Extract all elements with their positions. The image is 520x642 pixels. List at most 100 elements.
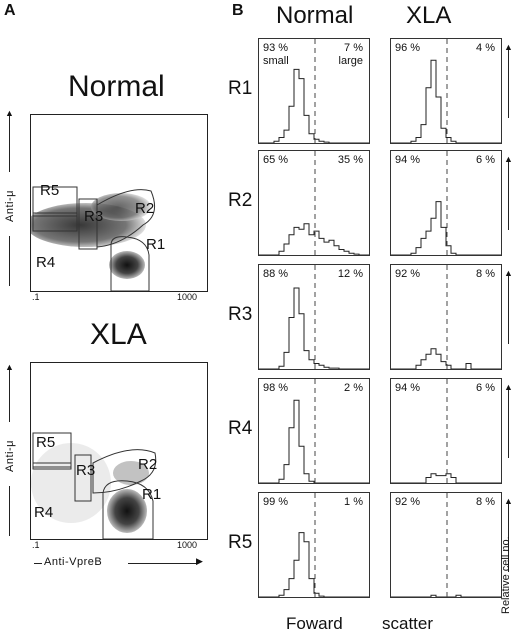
percent-left: 93 %	[263, 42, 289, 54]
histogram-line	[391, 348, 501, 369]
percent-left: 92 %	[395, 268, 421, 280]
xla-region-r1: R1	[142, 486, 162, 503]
y-axis-arrow-head: ▲	[504, 154, 513, 164]
histogram-line	[259, 287, 369, 369]
y-axis-arrow-head: ▲	[504, 382, 513, 392]
xla-x-arrow-tail	[34, 563, 42, 564]
histogram-line	[259, 532, 369, 597]
histogram-line	[259, 223, 369, 255]
percent-right: 4 %	[476, 42, 495, 54]
xla-dotplot	[30, 362, 208, 540]
col-title-xla: XLA	[406, 2, 452, 29]
xla-y-arrow-head: ▲	[5, 362, 14, 372]
label-large: large	[338, 55, 363, 67]
histogram-trace	[259, 379, 369, 483]
histogram-trace	[259, 39, 369, 143]
xla-region-r3: R3	[76, 462, 96, 479]
normal-dotplot-graphics	[31, 186, 156, 291]
normal-region-r4: R4	[36, 254, 56, 271]
percent-right: 1 %	[344, 496, 363, 508]
y-axis-arrow	[508, 388, 509, 458]
histogram-xla-r4: 94 % 6 %	[390, 378, 502, 484]
histogram-line	[259, 399, 369, 483]
histogram-normal-r5: 99 % 1 %	[258, 492, 370, 598]
histogram-line	[391, 473, 501, 483]
y-axis-arrow	[508, 274, 509, 344]
y-axis-arrow	[508, 48, 509, 118]
histogram-line	[391, 201, 501, 255]
percent-right: 8 %	[476, 268, 495, 280]
x-axis-label-foward: Foward	[286, 614, 343, 633]
y-axis-arrow	[508, 502, 509, 572]
percent-left: 65 %	[263, 154, 289, 166]
percent-left: 98 %	[263, 382, 289, 394]
normal-dotplot-title: Normal	[68, 70, 165, 103]
panel-letter-a: A	[4, 2, 16, 19]
row-label: R1	[228, 78, 253, 99]
normal-x-max: 1000	[177, 292, 198, 302]
normal-dotplot	[30, 114, 208, 292]
normal-region-r3: R3	[84, 208, 104, 225]
histogram-normal-r4: 98 % 2 %	[258, 378, 370, 484]
histogram-normal-r2: 65 % 35 %	[258, 150, 370, 256]
percent-left: 88 %	[263, 268, 289, 280]
normal-y-axis-label: Anti-μ	[4, 190, 16, 222]
xla-x-max: 1000	[177, 540, 198, 550]
panel-letter-b: B	[232, 2, 244, 19]
row-label: R5	[228, 532, 253, 553]
percent-left: 99 %	[263, 496, 289, 508]
xla-x-arrow	[128, 563, 198, 564]
label-small: small	[263, 55, 289, 67]
percent-left: 94 %	[395, 154, 421, 166]
xla-y-arrow	[9, 366, 10, 422]
row-label: R2	[228, 190, 253, 211]
histogram-trace	[391, 151, 501, 255]
xla-region-r5: R5	[36, 434, 56, 451]
y-axis-arrow-head: ▲	[504, 496, 513, 506]
x-axis-label-scatter: scatter	[382, 614, 434, 633]
histogram-xla-r2: 94 % 6 %	[390, 150, 502, 256]
normal-y-arrow-head: ▲	[5, 108, 14, 118]
y-axis-label-relative-cell-no: Relative cell no.	[500, 536, 512, 614]
histogram-normal-r3: 88 % 12 %	[258, 264, 370, 370]
row-label: R4	[228, 418, 253, 439]
normal-y-arrow-tail	[9, 236, 10, 286]
percent-right: 12 %	[337, 268, 363, 280]
histogram-trace	[391, 39, 501, 143]
normal-x-min: .1	[32, 292, 40, 302]
histogram-trace	[259, 265, 369, 369]
histogram-trace	[391, 493, 501, 597]
histogram-trace	[259, 151, 369, 255]
xla-dotplot-graphics	[31, 432, 157, 539]
histogram-xla-r3: 92 % 8 %	[390, 264, 502, 370]
percent-right: 7 %	[344, 42, 363, 54]
percent-left: 92 %	[395, 496, 421, 508]
y-axis-arrow-head: ▲	[504, 268, 513, 278]
percent-right: 6 %	[476, 154, 495, 166]
xla-x-min: .1	[32, 540, 40, 550]
percent-left: 94 %	[395, 382, 421, 394]
xla-dotplot-title: XLA	[90, 318, 147, 351]
col-title-normal: Normal	[276, 2, 354, 29]
histogram-normal-r1: 93 % 7 % small large	[258, 38, 370, 144]
percent-left: 96 %	[395, 42, 421, 54]
histogram-xla-r5: 92 % 8 %	[390, 492, 502, 598]
xla-region-r4: R4	[34, 504, 54, 521]
y-axis-arrow-head: ▲	[504, 42, 513, 52]
histogram-trace	[391, 379, 501, 483]
histogram-xla-r1: 96 % 4 %	[390, 38, 502, 144]
xla-y-axis-label: Anti-μ	[4, 440, 16, 472]
histogram-line	[391, 594, 501, 597]
xla-x-arrow-head: ▶	[196, 556, 203, 566]
normal-region-r2: R2	[135, 200, 155, 217]
xla-y-arrow-tail	[9, 486, 10, 536]
y-axis-arrow	[508, 160, 509, 230]
percent-right: 6 %	[476, 382, 495, 394]
xla-region-r2: R2	[138, 456, 158, 473]
histogram-line	[259, 68, 369, 143]
percent-right: 8 %	[476, 496, 495, 508]
row-label: R3	[228, 304, 253, 325]
percent-right: 35 %	[337, 154, 363, 166]
histogram-trace	[391, 265, 501, 369]
percent-right: 2 %	[344, 382, 363, 394]
